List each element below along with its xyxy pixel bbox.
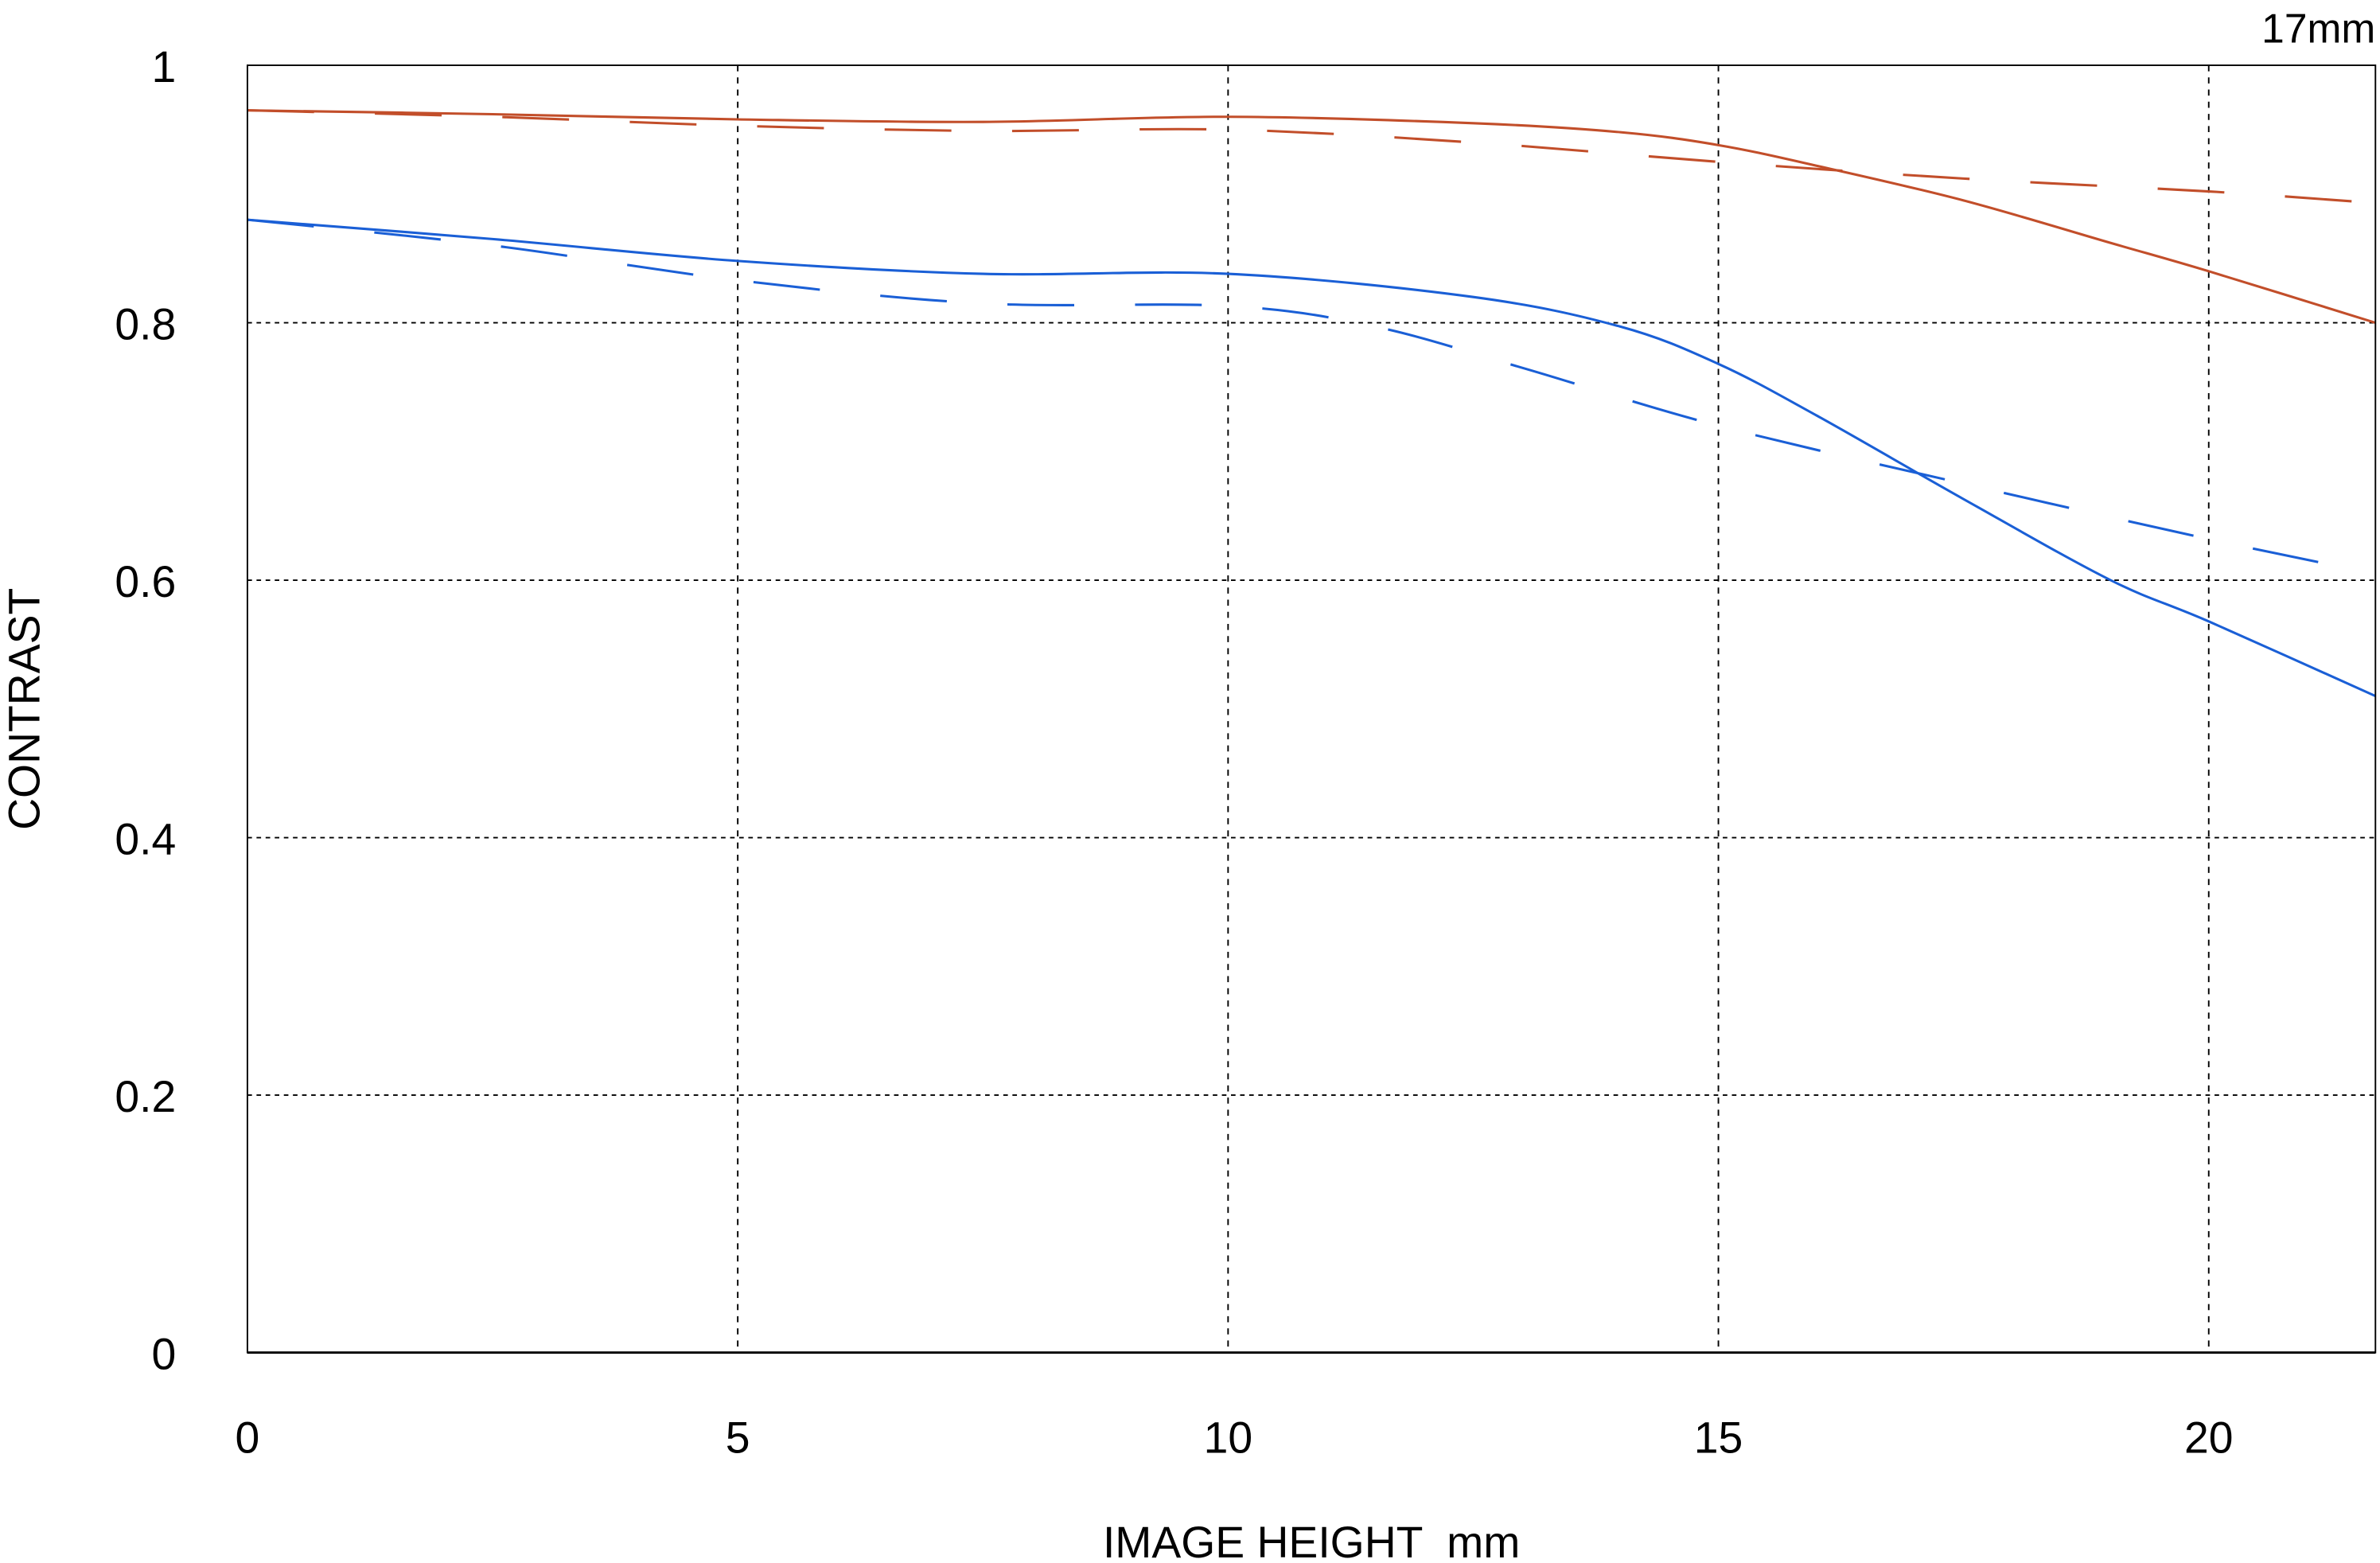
grid <box>247 65 2376 1353</box>
chart-title: 17mm <box>2261 5 2375 51</box>
x-tick-label: 5 <box>726 1413 750 1463</box>
x-tick-label: 0 <box>236 1413 260 1463</box>
y-tick-label: 0.6 <box>115 557 176 606</box>
y-tick-label: 1 <box>152 42 177 92</box>
x-tick-label: 15 <box>1694 1413 1743 1463</box>
y-tick-labels: 0 0.2 0.4 0.6 0.8 1 <box>115 42 176 1379</box>
x-tick-labels: 0 5 10 15 20 <box>236 1413 2234 1463</box>
x-axis-label: IMAGE HEIGHT mm <box>1103 1518 1520 1563</box>
y-tick-label: 0.2 <box>115 1072 176 1121</box>
plot-frame <box>246 64 2377 1354</box>
y-tick-label: 0.4 <box>115 815 176 864</box>
x-tick-label: 10 <box>1204 1413 1253 1463</box>
y-tick-label: 0.8 <box>115 300 176 349</box>
y-axis-label: CONTRAST <box>0 588 49 830</box>
x-tick-label: 20 <box>2184 1413 2234 1463</box>
series-line-blue-solid <box>247 218 2376 698</box>
y-tick-label: 0 <box>152 1330 177 1379</box>
series-line-red-dashed <box>247 109 2376 205</box>
series-line-red-solid <box>247 109 2376 325</box>
series-line-blue-dashed <box>247 218 2376 575</box>
series-group <box>247 109 2376 698</box>
